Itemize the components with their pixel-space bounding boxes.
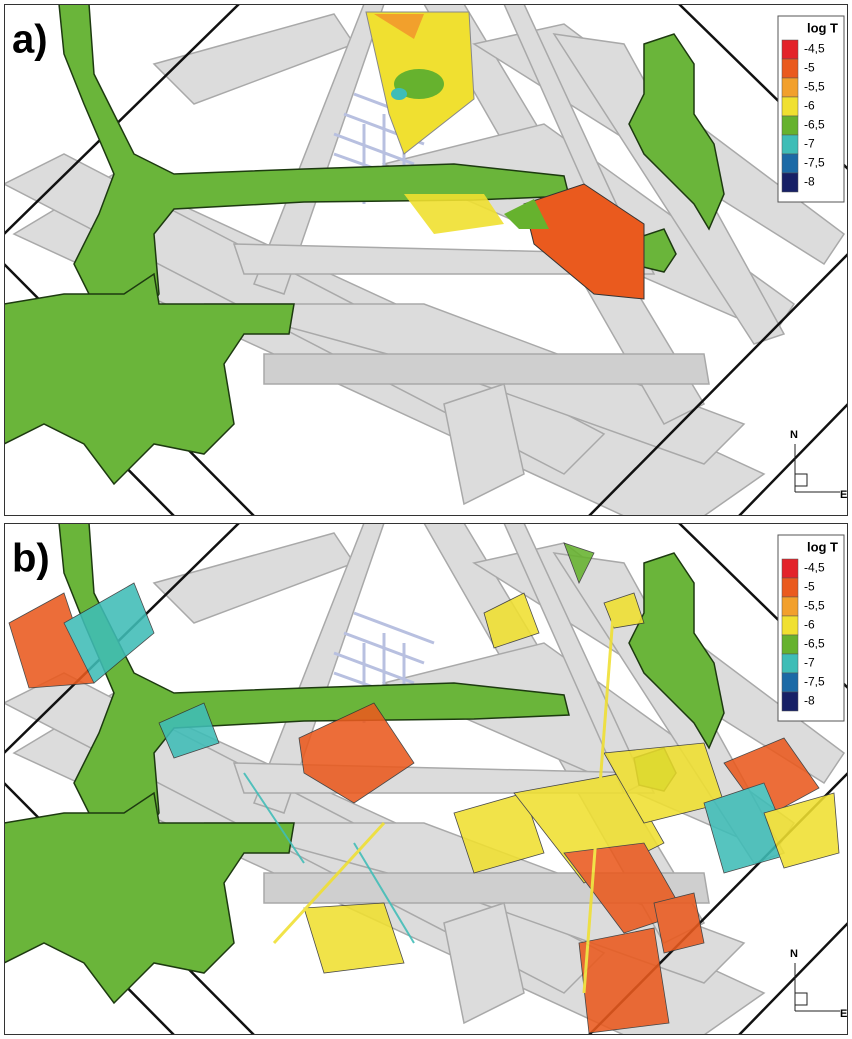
compass-east: E (840, 489, 847, 501)
legend-label: -4,5 (804, 42, 825, 56)
legend-swatch (782, 616, 798, 635)
legend-swatch (782, 654, 798, 673)
legend-label: -5,5 (804, 599, 825, 613)
legend: log T -4,5 -5 -5,5 -6 -6,5 -7 -7,5 -8 (778, 535, 844, 721)
legend-swatch (782, 40, 798, 59)
legend-swatch (782, 559, 798, 578)
legend-label: -5 (804, 580, 815, 594)
legend-swatch (782, 97, 798, 116)
legend-label: -8 (804, 694, 815, 708)
legend-swatch (782, 635, 798, 654)
legend-swatch (782, 578, 798, 597)
legend-swatch (782, 116, 798, 135)
panel: a) log T -4,5 -5 -5,5 -6 -6,5 -7 -7,5 -8 N E (4, 4, 848, 516)
compass-north: N (790, 948, 798, 960)
legend-swatch (782, 673, 798, 692)
legend-label: -4,5 (804, 561, 825, 575)
legend-swatch (782, 597, 798, 616)
legend-title: log T (807, 539, 838, 554)
figure: a) log T -4,5 -5 -5,5 -6 -6,5 -7 -7,5 -8 N E b) log … (0, 0, 852, 1039)
legend-label: -7 (804, 656, 815, 670)
legend-label: -5 (804, 61, 815, 75)
legend-label: -7,5 (804, 675, 825, 689)
panel: b) log T -4,5 -5 -5,5 -6 -6,5 -7 -7,5 -8 N E (4, 523, 848, 1035)
legend-label: -6 (804, 618, 815, 632)
legend-label: -7,5 (804, 156, 825, 170)
legend-label: -5,5 (804, 80, 825, 94)
panel-label: a) (12, 18, 48, 62)
legend-label: -7 (804, 137, 815, 151)
legend-label: -8 (804, 175, 815, 189)
legend-label: -6 (804, 99, 815, 113)
legend-swatch (782, 173, 798, 192)
legend-swatch (782, 78, 798, 97)
page: {"panels":[ {"label":"a)","legend":{"tit… (0, 0, 852, 1039)
compass-north: N (790, 429, 798, 441)
legend: log T -4,5 -5 -5,5 -6 -6,5 -7 -7,5 -8 (778, 16, 844, 202)
legend-swatch (782, 59, 798, 78)
compass-east: E (840, 1008, 847, 1020)
legend-swatch (782, 154, 798, 173)
legend-title: log T (807, 20, 838, 35)
legend-label: -6,5 (804, 118, 825, 132)
legend-label: -6,5 (804, 637, 825, 651)
legend-swatch (782, 692, 798, 711)
panel-label: b) (12, 537, 50, 581)
legend-swatch (782, 135, 798, 154)
